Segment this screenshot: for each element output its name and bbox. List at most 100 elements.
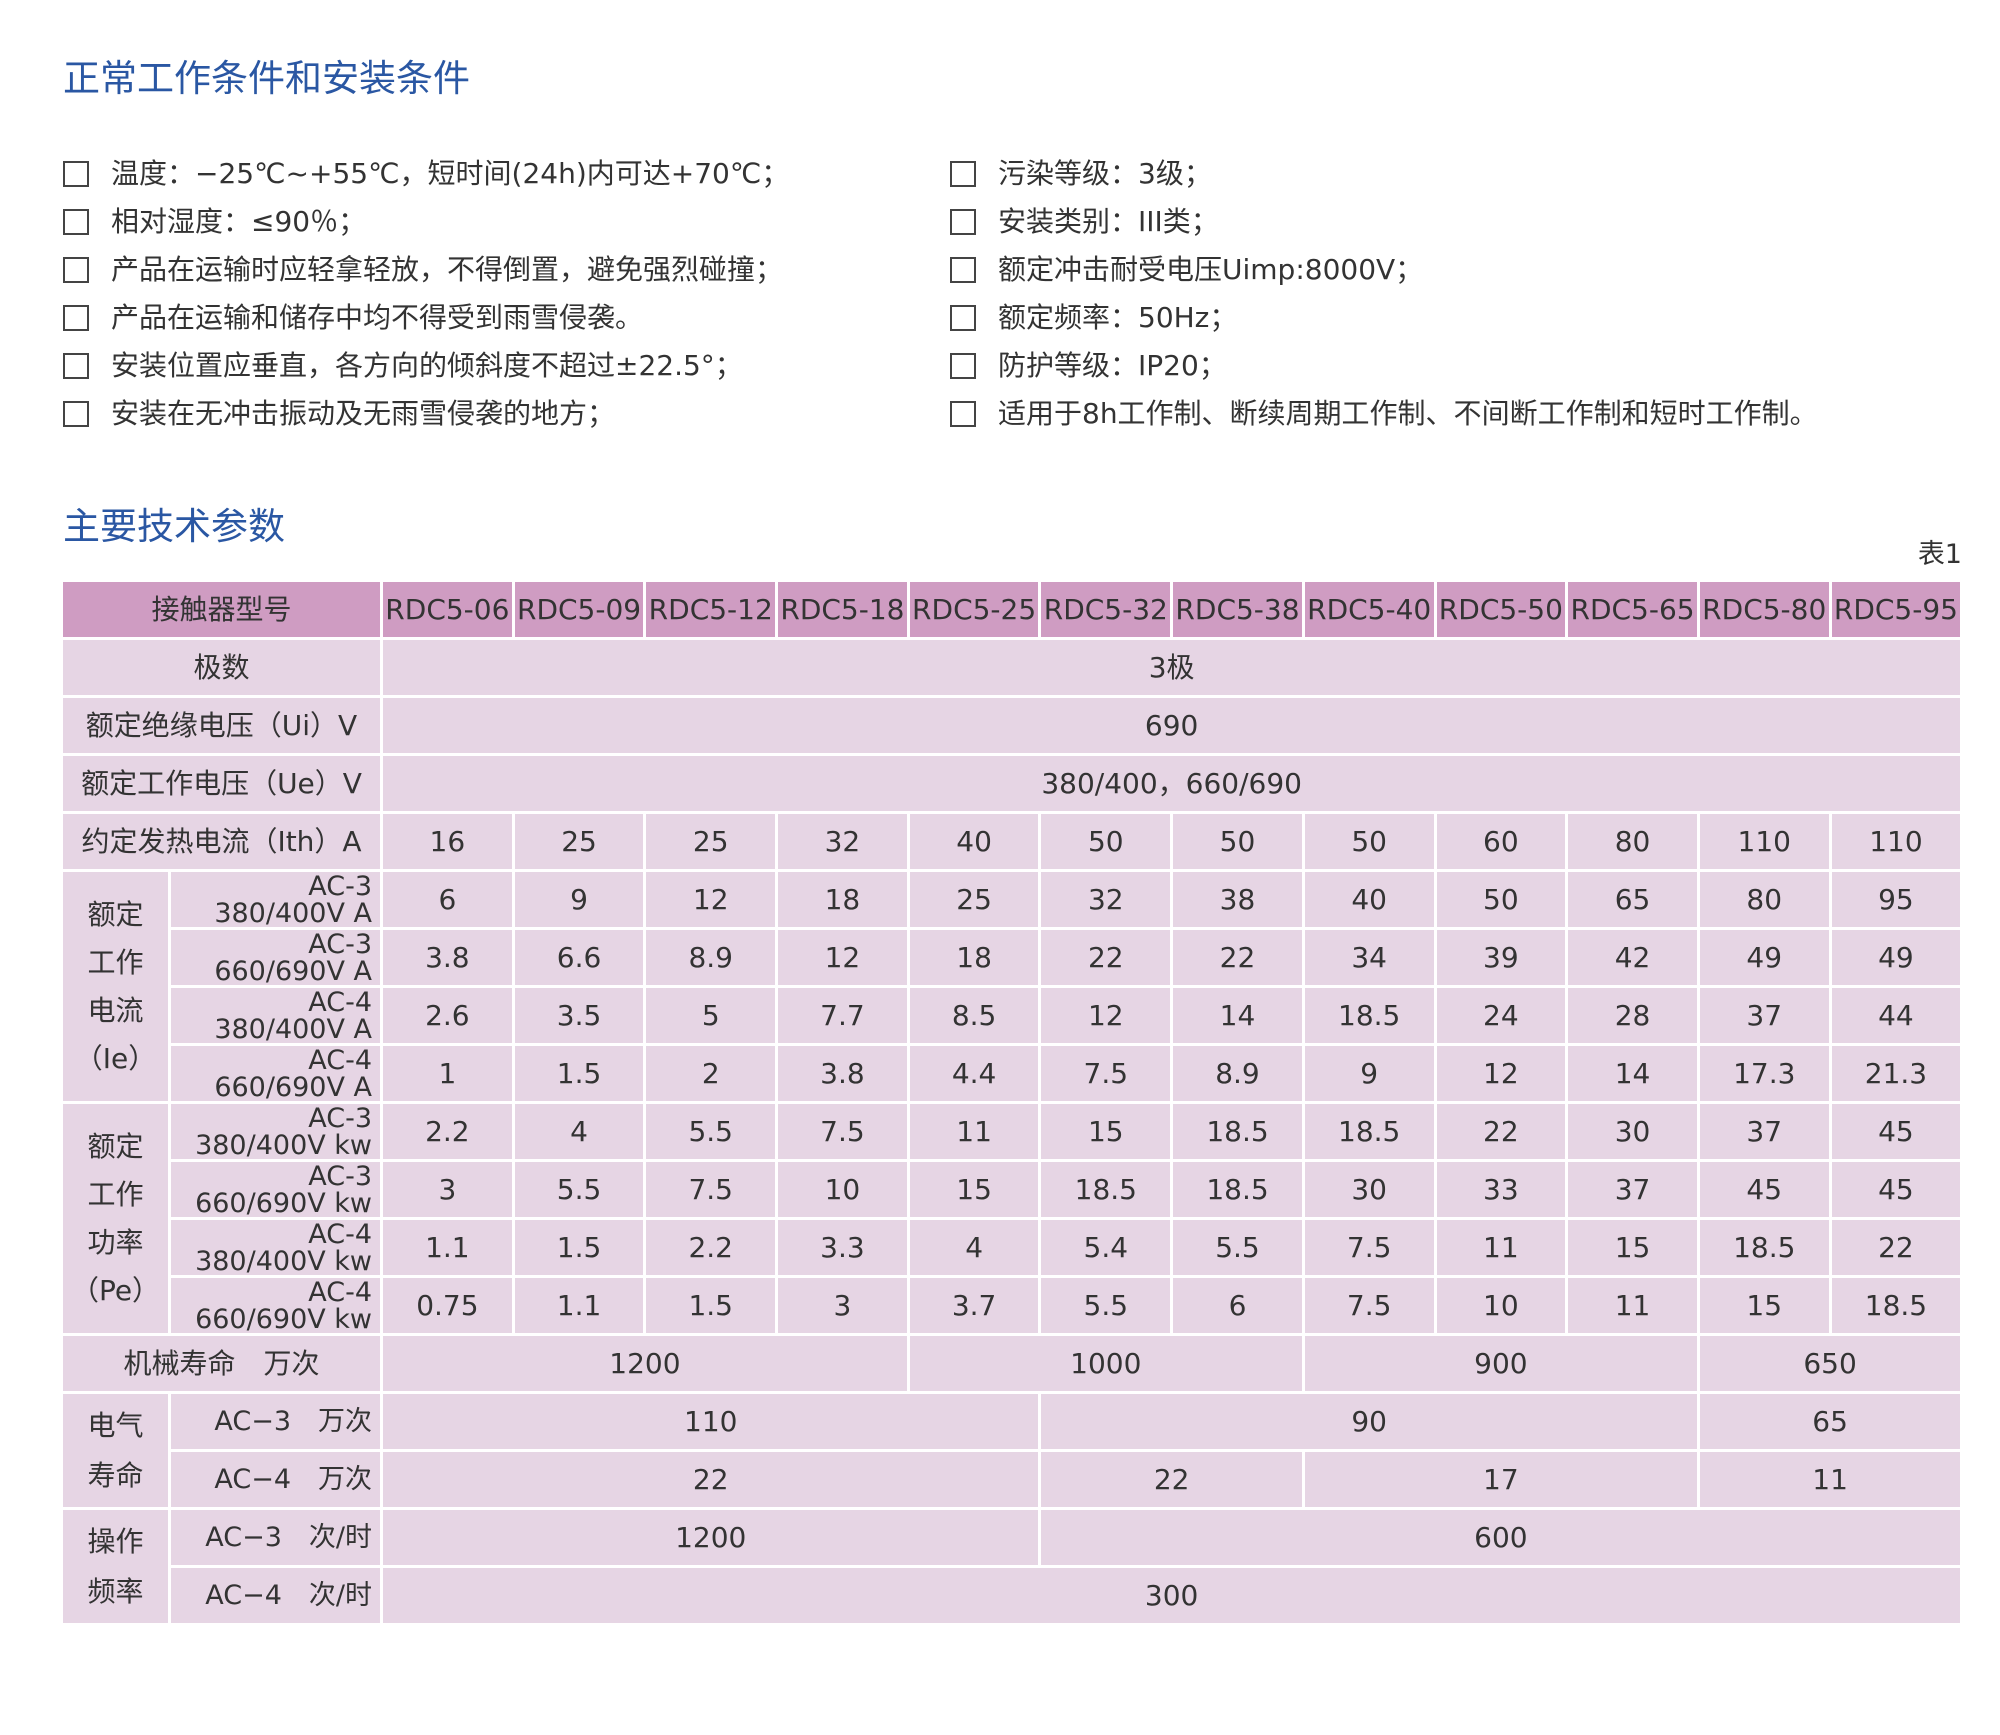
table-cell: 4.4	[906, 1043, 1042, 1104]
condition-item: 相对湿度：≤90％；	[63, 198, 789, 246]
table-cell: 5	[643, 985, 779, 1046]
table-cell: 40	[1301, 869, 1437, 930]
checkbox	[63, 353, 89, 379]
table-cell: 50	[1170, 811, 1305, 872]
table-cell: RDC5-80	[1696, 579, 1832, 640]
table-cell: 1200	[380, 1507, 1042, 1568]
table-cell: 17	[1301, 1449, 1700, 1510]
table-cell: 10	[775, 1159, 910, 1220]
checkbox	[950, 353, 976, 379]
conditions-list: 污染等级：3级； 安装类别：III类； 额定冲击耐受电压Uimp:8000V； 额定频…	[950, 150, 1818, 438]
table-cell: 45	[1828, 1159, 1964, 1220]
table-row: AC−4 次/时 300	[62, 1565, 1964, 1626]
table-cell: 34	[1301, 927, 1437, 988]
table-cell: 49	[1696, 927, 1832, 988]
checkbox	[63, 257, 89, 283]
table-cell: 0.75	[380, 1275, 515, 1336]
table-cell: 12	[1038, 985, 1174, 1046]
table-cell: 32	[775, 811, 910, 872]
table-cell: 24	[1433, 985, 1569, 1046]
table-cell: 45	[1828, 1101, 1964, 1162]
table-row: AC-4 660/690V kw 0.75 1.1 1.5 3 3.7 5.5 6 7.5 10 1…	[62, 1275, 1964, 1336]
table-cell: 额定 工作 功率 （Pe）	[60, 1101, 171, 1336]
table-cell: 18.5	[1301, 985, 1437, 1046]
table-cell: 3极	[380, 637, 1964, 698]
table-cell: 7.5	[643, 1159, 779, 1220]
table-cell: 18.5	[1828, 1275, 1964, 1336]
table-cell: 7.7	[775, 985, 910, 1046]
table-cell: 约定发热电流（Ith）A	[59, 811, 384, 872]
table-cell: 5.5	[1170, 1217, 1305, 1278]
table-row: AC-3 660/690V A 3.8 6.6 8.9 12 18 22 22 34 39 42 49…	[62, 927, 1964, 988]
table-cell: 18.5	[1696, 1217, 1832, 1278]
condition-text: 产品在运输时应轻拿轻放，不得倒置，避免强烈碰撞；	[111, 253, 784, 286]
table-cell: 38	[1170, 869, 1305, 930]
table-cell: AC−3 万次	[167, 1391, 384, 1452]
table-cell: 32	[1038, 869, 1174, 930]
table-cell: 4	[906, 1217, 1042, 1278]
table-cell: 15	[1038, 1101, 1174, 1162]
table-cell: 6.6	[511, 927, 647, 988]
condition-text: 额定冲击耐受电压Uimp:8000V；	[998, 253, 1424, 286]
condition-text: 产品在运输和储存中均不得受到雨雪侵袭。	[111, 301, 644, 334]
table-cell: 2.2	[643, 1217, 779, 1278]
condition-item: 适用于8h工作制、断续周期工作制、不间断工作制和短时工作制。	[950, 390, 1818, 438]
table-cell: 22	[1038, 1449, 1305, 1510]
spec-table: 接触器型号 RDC5-06 RDC5-09 RDC5-12 RDC5-18 RDC5-25…	[59, 579, 1964, 1626]
table-cell: 操作 频率	[60, 1507, 171, 1626]
table-cell: 3.3	[775, 1217, 910, 1278]
table-row: 机械寿命 万次 1200 1000 900 650	[59, 1333, 1964, 1394]
table-cell: 50	[1038, 811, 1174, 872]
table-cell: AC−4 次/时	[167, 1565, 384, 1626]
table-cell: 900	[1301, 1333, 1700, 1394]
condition-item: 污染等级：3级；	[950, 150, 1818, 198]
table-cell: 1	[380, 1043, 515, 1104]
table-cell: 11	[1696, 1449, 1964, 1510]
table-row: 操作 频率 AC−3 次/时 1200 600	[60, 1507, 1964, 1626]
table-row: AC-3 660/690V kw 3 5.5 7.5 10 15 18.5 18.5 30 33 3…	[62, 1159, 1964, 1220]
table-row: 接触器型号 RDC5-06 RDC5-09 RDC5-12 RDC5-18 RDC5-25…	[59, 579, 1964, 640]
checkbox	[950, 257, 976, 283]
table-cell: AC−4 万次	[167, 1449, 384, 1510]
table-cell: 1200	[380, 1333, 910, 1394]
condition-text: 额定频率：50Hz；	[998, 301, 1238, 334]
table-cell: 17.3	[1696, 1043, 1832, 1104]
checkbox	[950, 305, 976, 331]
table-cell: AC-3 380/400V A	[167, 869, 384, 930]
table-cell: AC-3 380/400V kw	[167, 1101, 384, 1162]
condition-text: 防护等级：IP20；	[998, 349, 1227, 382]
table-cell: 21.3	[1828, 1043, 1964, 1104]
table-cell: RDC5-95	[1828, 579, 1964, 640]
section-title: 正常工作条件和安装条件	[63, 57, 470, 100]
table-row: 极数 3极	[59, 637, 1964, 698]
table-cell: 14	[1170, 985, 1305, 1046]
table-cell: 1.5	[511, 1043, 647, 1104]
table-cell: 3.8	[380, 927, 515, 988]
table-cell: 45	[1696, 1159, 1832, 1220]
table-cell: 16	[380, 811, 515, 872]
table-cell: 7.5	[1301, 1275, 1437, 1336]
table-cell: 10	[1433, 1275, 1569, 1336]
table-cell: AC-4 380/400V A	[167, 985, 384, 1046]
table-cell: 7.5	[775, 1101, 910, 1162]
table-cell: 12	[643, 869, 779, 930]
table-cell: 37	[1696, 1101, 1832, 1162]
table-cell: RDC5-25	[906, 579, 1042, 640]
table-cell: 50	[1301, 811, 1437, 872]
table-cell: 3.8	[775, 1043, 910, 1104]
table-cell: 11	[1565, 1275, 1700, 1336]
table-cell: 6	[380, 869, 515, 930]
table-row: AC−4 万次 22 22 17 11	[62, 1449, 1964, 1510]
table-cell: 39	[1433, 927, 1569, 988]
condition-item: 安装位置应垂直，各方向的倾斜度不超过±22.5°；	[63, 342, 789, 390]
table-cell: 49	[1828, 927, 1964, 988]
table-cell: 12	[775, 927, 910, 988]
table-cell: 5.5	[1038, 1275, 1174, 1336]
table-cell: 40	[906, 811, 1042, 872]
table-cell: 15	[1696, 1275, 1832, 1336]
table-cell: 33	[1433, 1159, 1569, 1220]
condition-text: 安装类别：III类；	[998, 205, 1219, 238]
table-cell: 11	[1433, 1217, 1569, 1278]
table-cell: 18.5	[1301, 1101, 1437, 1162]
